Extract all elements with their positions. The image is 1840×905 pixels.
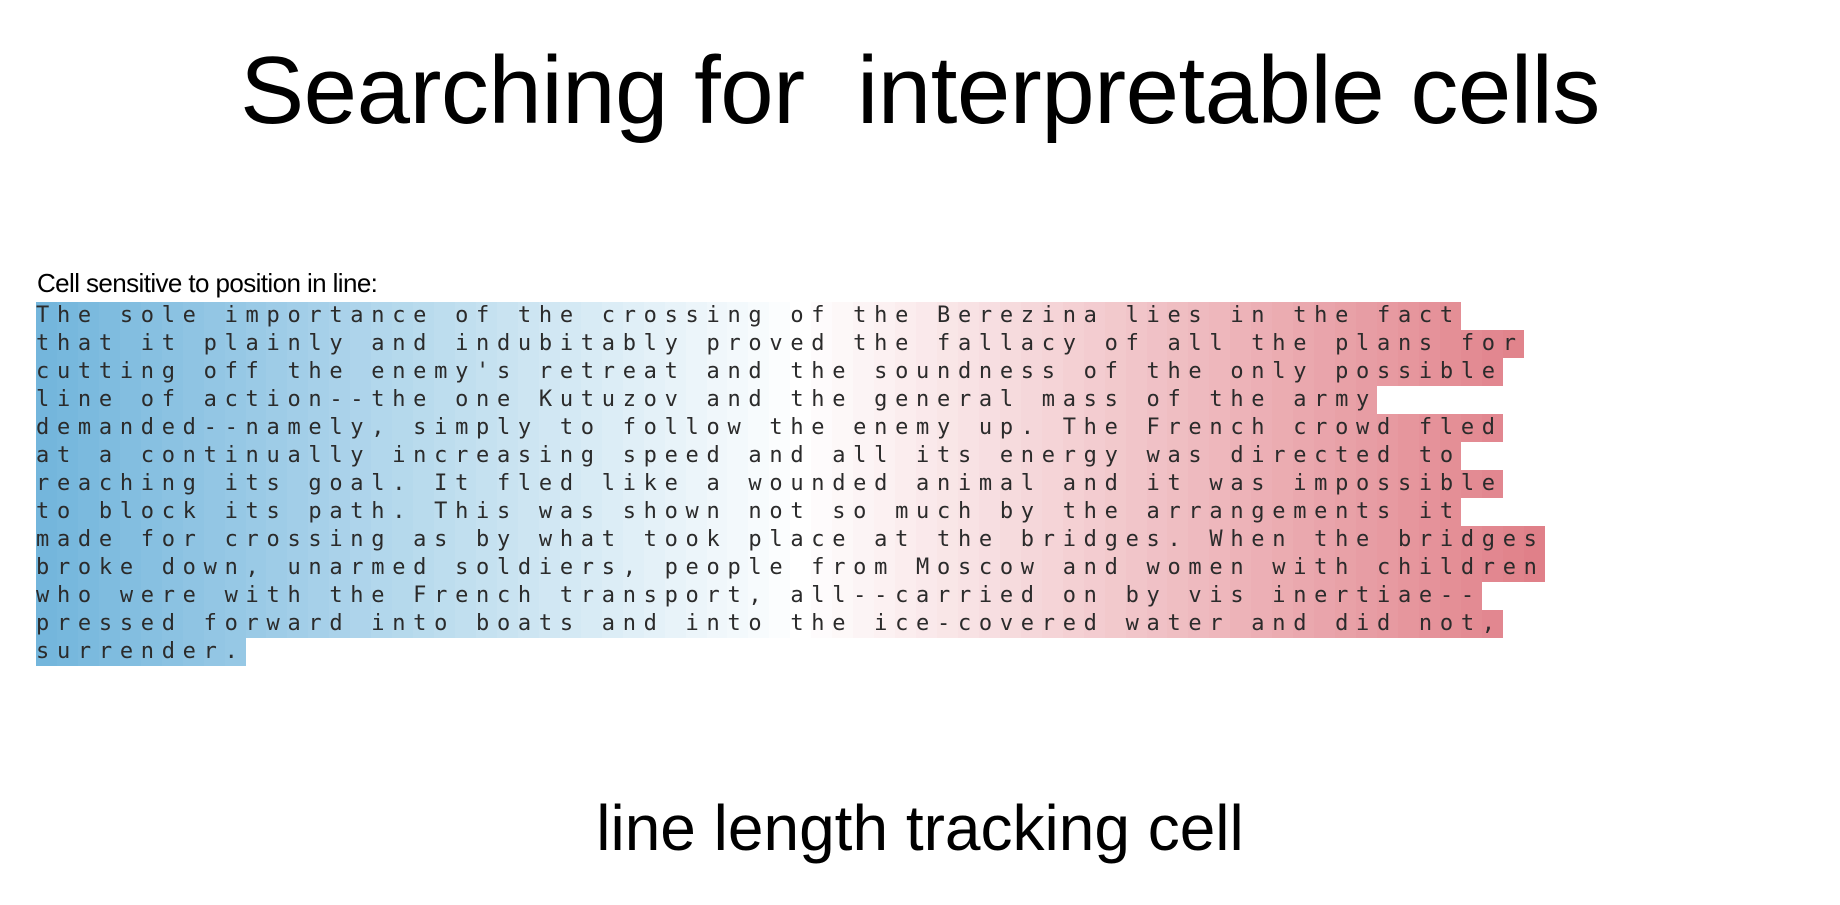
- text-line: pressed forward into boats and into the …: [36, 610, 1503, 638]
- text-line: who were with the French transport, all-…: [36, 582, 1482, 610]
- figure-label: Cell sensitive to position in line:: [37, 268, 378, 298]
- slide-title: Searching for interpretable cells: [240, 37, 1600, 144]
- text-line: cutting off the enemy's retreat and the …: [36, 358, 1503, 386]
- text-line: at a continually increasing speed and al…: [36, 442, 1461, 470]
- text-line: that it plainly and indubitably proved t…: [36, 330, 1524, 358]
- text-line: broke down, unarmed soldiers, people fro…: [36, 554, 1545, 582]
- text-line: to block its path. This was shown not so…: [36, 498, 1461, 526]
- text-line: The sole importance of the crossing of t…: [36, 302, 1461, 330]
- text-line: surrender.: [36, 638, 246, 666]
- text-line: reaching its goal. It fled like a wounde…: [36, 470, 1503, 498]
- slide-caption: line length tracking cell: [596, 792, 1244, 864]
- text-line: line of action--the one Kutuzov and the …: [36, 386, 1377, 414]
- activation-text-block: The sole importance of the crossing of t…: [36, 302, 1836, 666]
- text-line: made for crossing as by what took place …: [36, 526, 1545, 554]
- cell-activation-figure: Cell sensitive to position in line: The …: [36, 268, 1836, 666]
- text-line: demanded--namely, simply to follow the e…: [36, 414, 1503, 442]
